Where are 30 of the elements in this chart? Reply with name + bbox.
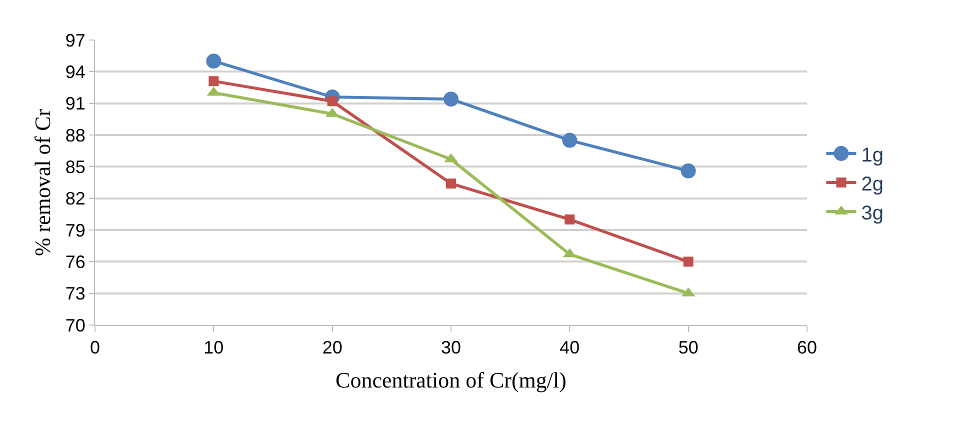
- y-tick-label: 79: [65, 220, 86, 240]
- x-tick-label: 0: [90, 338, 100, 358]
- x-tick-label: 30: [440, 338, 462, 358]
- y-axis-title: % removal of Cr: [30, 108, 56, 256]
- y-tick-label: 88: [65, 125, 86, 146]
- point: [680, 163, 696, 178]
- point: [206, 54, 222, 69]
- y-tick-label: 73: [65, 284, 86, 304]
- x-axis-title: Concentration of Cr(mg/l): [336, 368, 566, 392]
- x-tick-label: 50: [678, 338, 698, 358]
- legend-label: 1g: [861, 144, 884, 166]
- y-tick-label: 76: [65, 252, 86, 272]
- legend-label: 3g: [861, 202, 884, 224]
- point: [446, 178, 456, 189]
- point: [562, 132, 578, 148]
- point: [444, 92, 458, 107]
- x-tick-label: 10: [204, 338, 224, 358]
- y-tick-label: 85: [65, 156, 86, 177]
- y-tick-label: 82: [65, 188, 86, 209]
- y-tick-label: 91: [65, 94, 86, 114]
- point: [564, 214, 575, 224]
- legend-label: 2g: [861, 173, 884, 196]
- point: [208, 76, 219, 86]
- x-tick-label: 40: [560, 338, 580, 358]
- y-tick-label: 70: [65, 315, 86, 336]
- point: [683, 256, 694, 267]
- x-tick-label: 20: [322, 338, 342, 358]
- y-tick-label: 94: [65, 62, 86, 82]
- y-tick-label: 97: [65, 30, 86, 50]
- x-tick-label: 60: [796, 338, 818, 358]
